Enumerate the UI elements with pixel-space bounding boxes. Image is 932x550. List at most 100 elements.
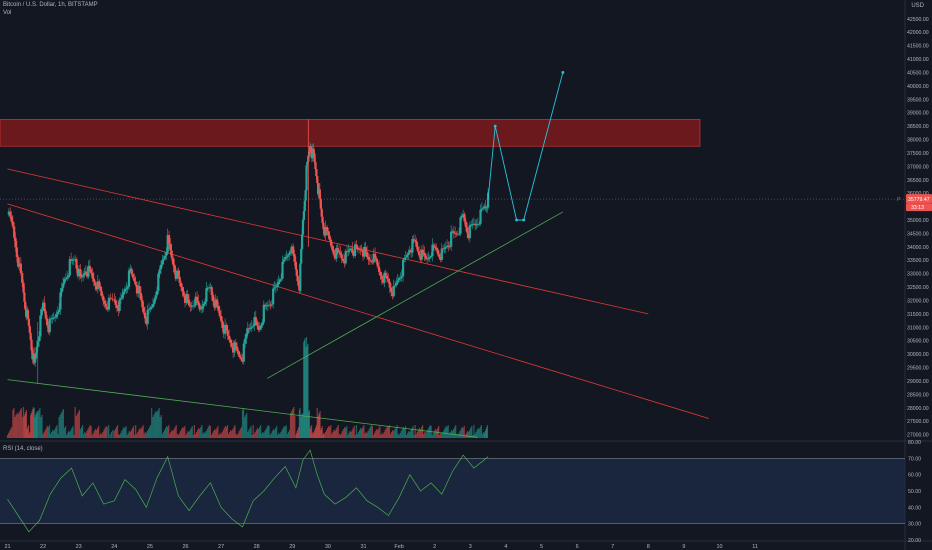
volume-bar (48, 425, 51, 438)
volume-bar (250, 426, 252, 438)
candle-body (79, 269, 82, 277)
volume-bar (401, 429, 403, 438)
candle-body (42, 302, 45, 310)
volume-bar (225, 427, 228, 438)
candle-body (392, 286, 395, 297)
candle-body (299, 263, 302, 291)
volume-bar (317, 417, 319, 438)
x-tick-label: 3 (469, 544, 472, 550)
candle-body (135, 284, 139, 294)
volume-bar (298, 410, 301, 438)
candle-body (404, 257, 407, 259)
volume-bar (185, 435, 187, 438)
candle-body (325, 226, 329, 232)
volume-bar (266, 427, 268, 438)
candle-body (82, 275, 85, 277)
volume-bar (32, 409, 34, 438)
volume-bar (222, 430, 224, 438)
volume-bar (219, 433, 221, 438)
volume-bar (227, 434, 230, 438)
volume-bar (385, 428, 387, 438)
candle-body (133, 277, 136, 282)
candle-body (43, 302, 46, 312)
volume-bar (42, 434, 44, 438)
candle-body (329, 239, 333, 246)
volume-bar (485, 429, 487, 438)
volume-bar (202, 434, 204, 438)
rsi-line (7, 449, 489, 533)
volume-bar (382, 434, 384, 438)
volume-bar (463, 426, 465, 438)
candle-body (376, 262, 379, 267)
candle-body (50, 318, 53, 320)
candle-body (70, 259, 73, 261)
volume-bar (162, 432, 165, 438)
candle-body (369, 260, 373, 262)
candle-body (292, 246, 295, 255)
candle-body (76, 268, 79, 277)
volume-bar (159, 417, 161, 438)
volume-bar (249, 428, 251, 438)
candle-body (282, 259, 285, 262)
candle-body (286, 255, 289, 257)
y-tick-label: 41500.00 (907, 44, 929, 50)
candle-body (315, 169, 318, 176)
volume-bar (20, 408, 22, 438)
volume-bar (184, 426, 186, 438)
volume-bar (486, 425, 488, 438)
x-tick-label: 11 (752, 544, 758, 550)
candle-body (52, 317, 55, 319)
candle-body (455, 233, 458, 235)
volume-bar (16, 413, 18, 438)
candle-body (86, 271, 89, 277)
volume-bar (17, 414, 19, 438)
volume-bar (284, 427, 286, 438)
volume-bar (32, 407, 35, 438)
candle-body (470, 224, 473, 226)
candle-body (84, 271, 87, 274)
candle-body (348, 249, 351, 251)
candle-body (277, 281, 280, 285)
candle-body (438, 254, 441, 258)
volume-bar (243, 417, 246, 438)
volume-bar (482, 432, 485, 438)
volume-bar (79, 429, 82, 438)
candle-body (340, 254, 343, 259)
candle-body (21, 273, 24, 283)
x-tick-label: 27 (218, 544, 224, 550)
volume-bar (39, 408, 41, 438)
candle-body (55, 314, 58, 317)
volume-bar (209, 426, 212, 438)
candle-body (175, 270, 179, 279)
candle-body (258, 328, 261, 330)
candle-body (256, 321, 259, 326)
candle-body (67, 275, 70, 278)
volume-bar (238, 431, 240, 438)
candle-body (167, 235, 171, 244)
candle-body (442, 248, 445, 250)
volume-bar (232, 429, 234, 438)
volume-bar (479, 427, 481, 438)
volume-bar (399, 433, 401, 438)
candle-body (328, 235, 331, 240)
candle-body (217, 305, 220, 311)
volume-bar (320, 430, 322, 438)
candle-body (273, 287, 276, 289)
volume-bar (70, 430, 72, 438)
volume-bar (207, 427, 209, 438)
volume-bar (473, 425, 475, 438)
volume-bar (62, 409, 64, 438)
candle-body (245, 333, 248, 339)
volume-bar (204, 433, 206, 438)
candle-body (236, 346, 239, 351)
volume-bar (96, 428, 99, 438)
candle-body (30, 339, 33, 351)
volume-bar (356, 434, 359, 438)
volume-bar (467, 432, 470, 438)
volume-bar (231, 431, 233, 438)
candle-body (138, 286, 141, 293)
volume-bar (294, 416, 296, 438)
candle-body (264, 304, 267, 306)
volume-bar (115, 427, 118, 438)
